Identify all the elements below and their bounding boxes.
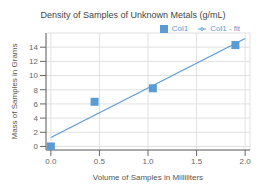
svg-text:0.0: 0.0 (45, 157, 57, 166)
svg-text:8: 8 (34, 86, 39, 95)
svg-text:0: 0 (34, 142, 39, 151)
svg-text:12: 12 (29, 57, 38, 66)
svg-text:0.5: 0.5 (94, 157, 106, 166)
svg-text:6: 6 (34, 100, 39, 109)
svg-text:2: 2 (34, 128, 39, 137)
svg-text:1.0: 1.0 (142, 157, 154, 166)
html-text:Density of Samples of Unknown: Density of Samples of Unknown Metals (g/… (40, 10, 226, 20)
svg-text:10: 10 (29, 71, 38, 80)
html-text:Col1 - fit: Col1 - fit (210, 24, 240, 33)
svg-text:4: 4 (34, 114, 39, 123)
html-text:Col1: Col1 (171, 24, 189, 33)
svg-text:Volume of Samples in Millilite: Volume of Samples in Milliliters (93, 173, 203, 182)
svg-text:1.5: 1.5 (191, 157, 203, 166)
svg-text:14: 14 (29, 43, 38, 52)
svg-text:Mass of Samples in Grams: Mass of Samples in Grams (10, 43, 19, 139)
svg-text:2.0: 2.0 (240, 157, 252, 166)
